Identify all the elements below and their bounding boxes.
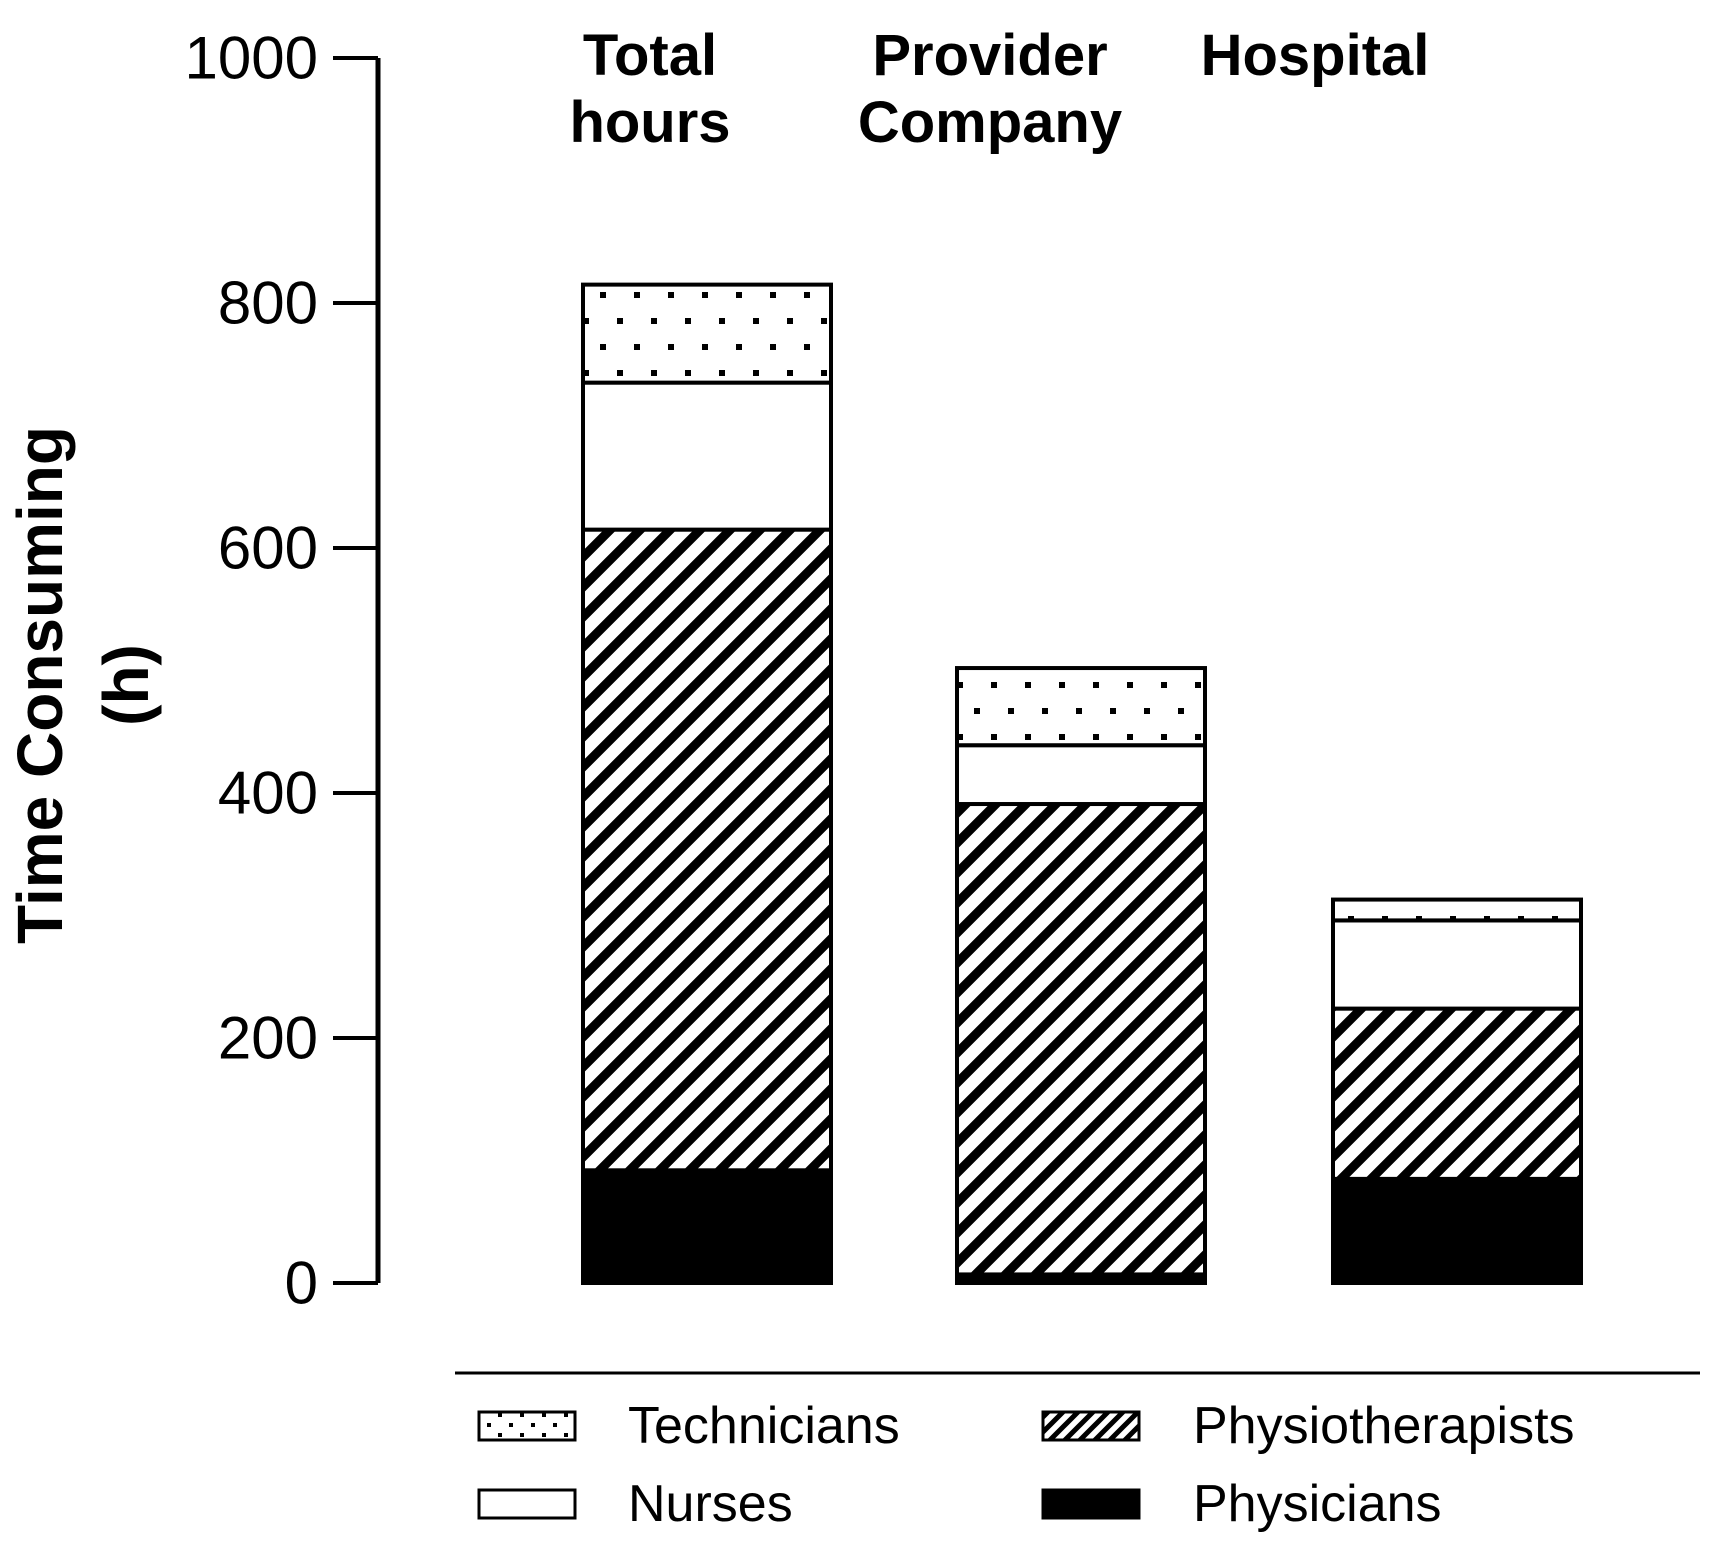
bar-segment-physiotherapists-2 (955, 802, 1207, 1277)
legend-swatch-physicians (1041, 1488, 1141, 1520)
column-header-3: Hospital (1201, 23, 1430, 88)
bar-segment-technicians-3 (1331, 897, 1583, 923)
legend-label-physicians: Physicians (1193, 1475, 1442, 1533)
bar-segment-physiotherapists-1 (581, 527, 833, 1173)
y-axis-tick-label: 200 (218, 1005, 318, 1072)
y-axis-tick-label: 400 (218, 760, 318, 827)
column-header-2: Provider (872, 23, 1107, 88)
legend-label-physiotherapists: Physiotherapists (1193, 1397, 1575, 1455)
legend-label-technicians: Technicians (628, 1397, 900, 1455)
bar-segment-physicians-3 (1331, 1176, 1583, 1285)
column-header-1: Total (583, 23, 717, 88)
bar-segment-physiotherapists-3 (1331, 1006, 1583, 1181)
bar-segment-physicians-1 (581, 1168, 833, 1286)
bar-segment-nurses-1 (581, 380, 833, 532)
legend-swatch-technicians (477, 1410, 577, 1442)
bar-segment-nurses-2 (955, 743, 1207, 807)
bar-segment-nurses-3 (1331, 918, 1583, 1011)
column-header-1: hours (569, 90, 730, 155)
y-axis-tick-label: 1000 (185, 25, 318, 92)
column-header-2: Company (858, 90, 1122, 155)
y-axis-tick-label: 600 (218, 515, 318, 582)
legend-swatch-physiotherapists (1041, 1410, 1141, 1442)
y-axis-tick-label: 0 (285, 1250, 318, 1317)
bar-segment-technicians-2 (955, 666, 1207, 748)
y-axis-title: (h) (90, 644, 162, 726)
legend-label-nurses: Nurses (628, 1475, 793, 1533)
legend-swatch-nurses (477, 1488, 577, 1520)
bar-segment-technicians-1 (581, 282, 833, 385)
y-axis-tick-label: 800 (218, 270, 318, 337)
y-axis-title: Time Consuming (4, 426, 76, 944)
